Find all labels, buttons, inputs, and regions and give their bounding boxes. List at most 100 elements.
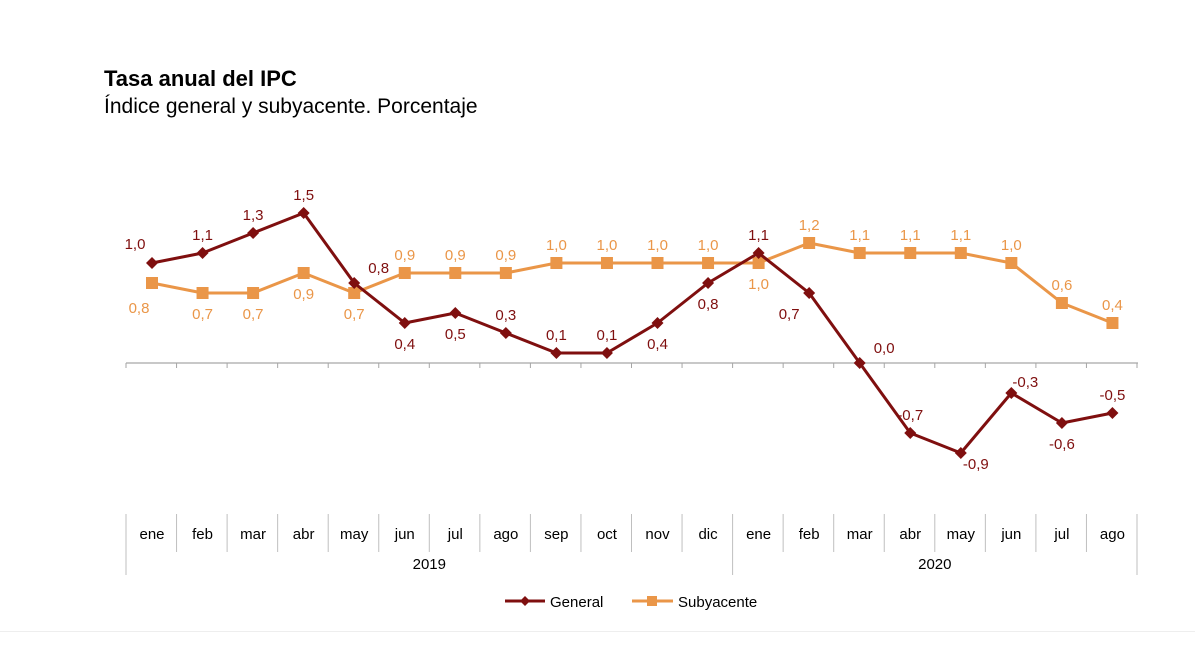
data-point-subyacente [853, 247, 866, 259]
data-point-subyacente [196, 287, 209, 299]
data-label-general: 0,4 [647, 336, 668, 353]
data-label-general: 1,3 [243, 207, 264, 224]
data-label-general: -0,6 [1049, 436, 1075, 453]
data-point-general [752, 247, 765, 259]
x-tick-label: jul [447, 526, 463, 543]
year-label: 2020 [918, 556, 951, 573]
data-label-general: 1,1 [192, 227, 213, 244]
data-point-general [954, 447, 967, 459]
legend-marker-subyacente [647, 596, 657, 606]
data-label-subyacente: 1,1 [900, 227, 921, 244]
legend-marker-general [520, 596, 530, 606]
data-point-subyacente [247, 287, 260, 299]
data-point-general [702, 277, 715, 289]
data-label-general: 0,8 [698, 296, 719, 313]
x-tick-label: sep [544, 526, 568, 543]
data-label-subyacente: 1,0 [748, 276, 769, 293]
data-label-subyacente: 0,9 [394, 247, 415, 264]
data-point-subyacente [348, 287, 361, 299]
data-point-subyacente [600, 257, 613, 269]
data-point-general [146, 257, 158, 269]
data-label-general: 0,0 [874, 340, 895, 357]
x-tick-label: ene [139, 526, 164, 543]
data-point-subyacente [702, 257, 715, 269]
legend-label-subyacente: Subyacente [678, 594, 757, 611]
data-label-general: 0,4 [394, 336, 415, 353]
data-point-subyacente [146, 277, 158, 289]
data-label-subyacente: 0,9 [293, 286, 314, 303]
data-label-general: 0,3 [495, 307, 516, 324]
data-point-general [803, 287, 816, 299]
data-label-subyacente: 1,0 [1001, 237, 1022, 254]
x-tick-label: may [947, 526, 976, 543]
data-point-subyacente [1005, 257, 1018, 269]
data-point-general [1106, 407, 1119, 419]
data-label-subyacente: 0,9 [495, 247, 516, 264]
data-label-subyacente: 0,9 [445, 247, 466, 264]
data-point-general [550, 347, 563, 359]
x-tick-label: feb [799, 526, 820, 543]
x-tick-label: jun [394, 526, 415, 543]
data-point-subyacente [297, 267, 310, 279]
data-label-subyacente: 1,0 [546, 237, 567, 254]
data-point-subyacente [449, 267, 462, 279]
x-tick-label: may [340, 526, 369, 543]
data-label-general: 1,5 [293, 187, 314, 204]
data-label-subyacente: 0,6 [1051, 277, 1072, 294]
data-point-general [449, 307, 462, 319]
data-point-subyacente [550, 257, 563, 269]
data-point-subyacente [499, 267, 512, 279]
x-tick-label: mar [240, 526, 266, 543]
data-point-general [196, 247, 209, 259]
x-tick-label: jul [1053, 526, 1069, 543]
data-point-subyacente [752, 257, 765, 269]
year-label: 2019 [413, 556, 446, 573]
chart-subtitle: Índice general y subyacente. Porcentaje [104, 95, 478, 118]
x-tick-label: dic [698, 526, 718, 543]
data-label-subyacente: 0,8 [129, 300, 150, 317]
data-point-subyacente [651, 257, 664, 269]
x-tick-label: ago [493, 526, 518, 543]
data-label-general: 0,8 [368, 260, 389, 277]
data-point-general [297, 207, 310, 219]
x-tick-label: feb [192, 526, 213, 543]
data-label-subyacente: 1,2 [799, 217, 820, 234]
data-point-subyacente [398, 267, 411, 279]
data-point-general [247, 227, 260, 239]
data-label-subyacente: 1,0 [698, 237, 719, 254]
page-divider [0, 631, 1195, 632]
data-label-general: -0,9 [963, 456, 989, 473]
data-label-general: 0,5 [445, 326, 466, 343]
data-point-subyacente [1055, 297, 1068, 309]
data-point-subyacente [1106, 317, 1119, 329]
data-point-subyacente [904, 247, 917, 259]
data-point-general [1005, 387, 1018, 399]
data-point-general [1055, 417, 1068, 429]
data-point-general [600, 347, 613, 359]
data-label-general: 0,1 [546, 327, 567, 344]
data-label-subyacente: 0,7 [243, 306, 264, 323]
data-label-subyacente: 0,7 [344, 306, 365, 323]
legend-label-general: General [550, 594, 603, 611]
data-point-general [348, 277, 361, 289]
data-label-subyacente: 0,7 [192, 306, 213, 323]
data-label-subyacente: 1,0 [647, 237, 668, 254]
x-tick-label: oct [597, 526, 618, 543]
data-point-general [499, 327, 512, 339]
data-label-general: 1,1 [748, 227, 769, 244]
x-tick-label: abr [899, 526, 921, 543]
data-label-general: 1,0 [125, 236, 146, 253]
data-label-general: -0,5 [1100, 387, 1126, 404]
x-tick-label: jun [1000, 526, 1021, 543]
data-point-general [904, 427, 917, 439]
data-label-subyacente: 1,0 [597, 237, 618, 254]
data-label-general: 0,7 [779, 306, 800, 323]
data-label-general: -0,7 [897, 407, 923, 424]
x-tick-label: ene [746, 526, 771, 543]
data-point-general [651, 317, 664, 329]
x-tick-label: abr [293, 526, 315, 543]
data-label-subyacente: 1,1 [950, 227, 971, 244]
data-point-general [398, 317, 411, 329]
data-point-general [853, 357, 866, 369]
